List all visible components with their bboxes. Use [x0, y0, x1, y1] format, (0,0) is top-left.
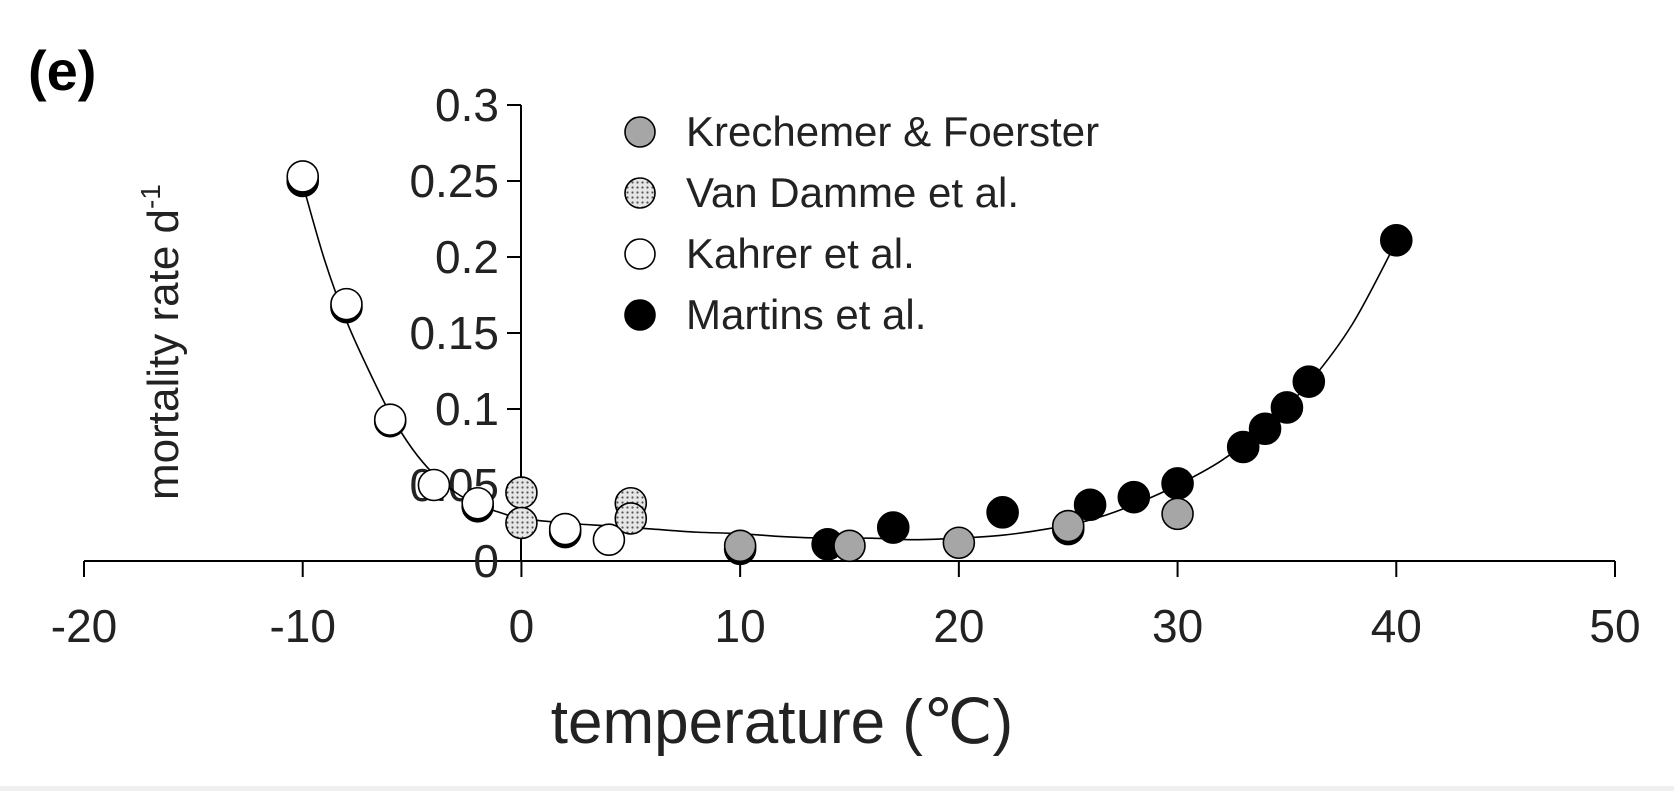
data-point-filled — [1226, 430, 1260, 464]
data-point-gray — [1051, 509, 1085, 543]
data-point-dotted — [614, 502, 648, 535]
data-point-open — [548, 512, 582, 546]
data-point-gray — [1161, 497, 1194, 531]
legend-label: Van Damme et al. — [686, 169, 1019, 216]
data-point-open — [417, 468, 451, 502]
data-point-open — [592, 523, 626, 557]
data-point-filled — [1117, 480, 1151, 514]
x-tick-label: 10 — [715, 600, 766, 652]
data-point-gray — [833, 529, 866, 563]
legend-marker-dotted — [624, 177, 656, 209]
data-point-filled — [986, 496, 1019, 529]
data-point-filled — [1379, 223, 1413, 257]
x-tick-label: 30 — [1152, 600, 1203, 652]
data-point-open — [461, 486, 494, 520]
data-point-filled — [1292, 365, 1326, 398]
y-axis-title-main: mortality rate d — [139, 209, 188, 500]
y-tick-label: 0 — [473, 535, 499, 587]
x-tick-label: 50 — [1589, 600, 1640, 652]
y-tick-label: 0.1 — [435, 383, 499, 435]
y-axis-title: mortality rate d-1 — [135, 184, 188, 500]
x-tick-label: -20 — [51, 600, 117, 652]
data-point-filled — [1073, 488, 1107, 522]
x-axis-title: temperature (℃) — [551, 688, 1013, 757]
x-tick-label: -10 — [269, 600, 335, 652]
data-point-gray — [942, 526, 976, 560]
data-point-open — [330, 287, 363, 321]
legend-marker-filled — [624, 299, 656, 331]
data-point-dotted — [505, 476, 538, 509]
y-tick-label: 0.25 — [409, 155, 499, 207]
y-tick-label: 0.15 — [409, 307, 499, 359]
legend-label: Krechemer & Foerster — [686, 108, 1099, 155]
data-point-gray — [723, 529, 757, 563]
data-point-open — [373, 403, 407, 436]
y-tick-label: 0.3 — [435, 79, 499, 131]
y-ticks: 00.050.10.150.20.250.3 — [409, 79, 521, 587]
panel-label: (e) — [28, 39, 96, 102]
data-point-filled — [1161, 467, 1194, 500]
legend-marker-open — [624, 238, 656, 270]
data-point-filled — [1270, 391, 1304, 424]
x-tick-label: 20 — [933, 600, 984, 652]
y-tick-label: 0.2 — [435, 231, 499, 283]
x-ticks: -20 -10 0 10 20 30 40 50 — [51, 561, 1641, 652]
x-tick-label: 0 — [509, 600, 535, 652]
x-tick-label: 40 — [1371, 600, 1422, 652]
data-point-filled — [1248, 412, 1282, 446]
data-point-open — [286, 160, 320, 193]
legend-marker-gray — [624, 116, 656, 148]
y-axis-title-superscript: -1 — [135, 184, 166, 209]
legend-label: Kahrer et al. — [686, 230, 915, 277]
legend-label: Martins et al. — [686, 291, 926, 338]
data-point-dotted — [505, 506, 538, 540]
data-point-filled — [876, 511, 910, 544]
data-points — [286, 160, 1413, 566]
legend: Krechemer & Foerster Van Damme et al. Kahr… — [624, 108, 1099, 338]
